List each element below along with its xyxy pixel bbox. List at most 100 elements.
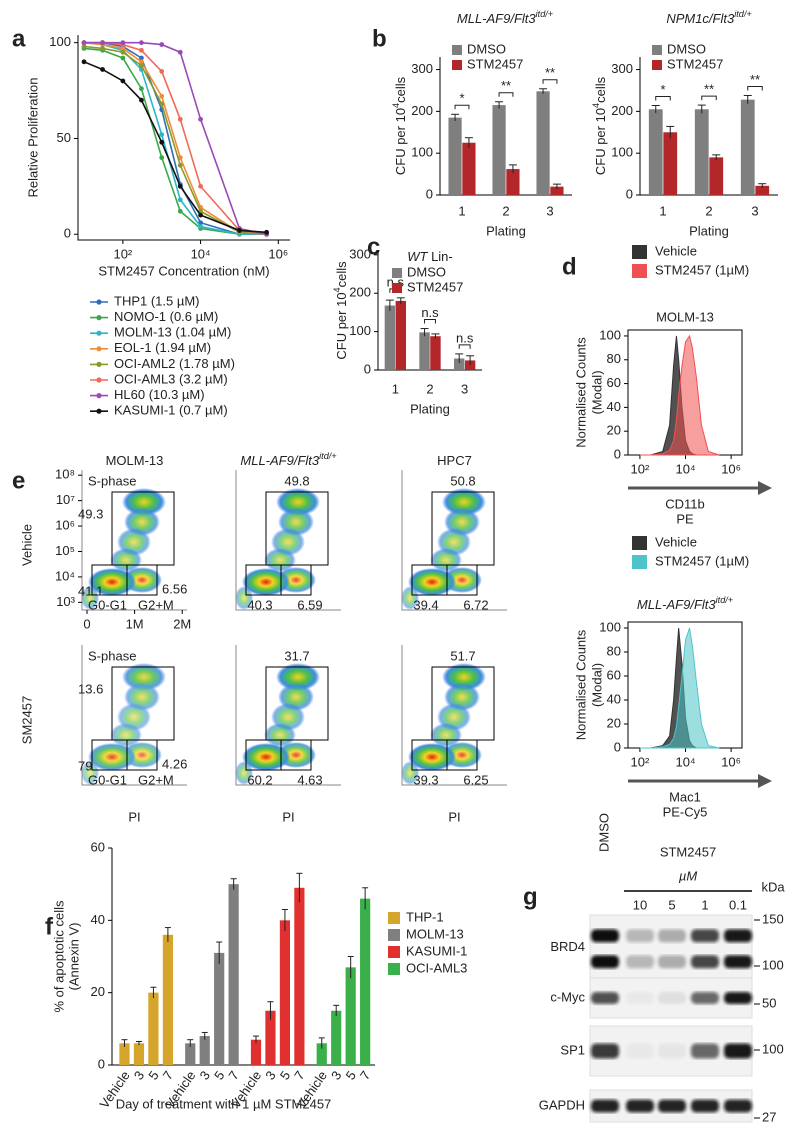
- chart-title: NPM1c/Flt3itd/+: [666, 9, 751, 26]
- size-marker: 100: [762, 1041, 784, 1056]
- legend-label: STM2457: [407, 279, 463, 294]
- legend-label: HL60 (10.3 µM): [114, 387, 205, 402]
- gate-label: S-phase: [88, 473, 136, 488]
- blot-membrane: [589, 914, 753, 981]
- point: [198, 224, 203, 229]
- x-tick-label: 7: [357, 1068, 373, 1083]
- series-line: [83, 41, 267, 236]
- blot-band: [658, 929, 686, 943]
- bar: [536, 91, 550, 195]
- legend-label: DMSO: [407, 264, 446, 279]
- axis: [77, 35, 290, 241]
- chart-title: WT Lin-: [407, 249, 453, 264]
- annotation: *: [660, 82, 665, 97]
- chart-title: MLL-AF9/Flt3itd/+: [457, 9, 553, 26]
- bar: [279, 920, 291, 1065]
- gate-value: 6.59: [297, 597, 322, 612]
- blot-band: [691, 929, 719, 943]
- bar: [265, 1010, 276, 1065]
- x-axis-label: STM2457 Concentration (nM): [98, 263, 269, 278]
- bar: [331, 1010, 342, 1065]
- y-tick-label: 10⁷: [56, 492, 75, 507]
- bar: [648, 109, 663, 195]
- y-tick-label: 200: [349, 285, 371, 300]
- gate-value: 51.7: [450, 648, 475, 663]
- blot-band: [658, 1043, 686, 1059]
- blot-band: [724, 1043, 752, 1059]
- blot-band: [591, 1099, 619, 1113]
- blot-band: [724, 955, 752, 969]
- x-tick-label: 1: [392, 381, 399, 396]
- point: [159, 101, 165, 107]
- x-tick-label: 5: [145, 1068, 161, 1083]
- x-tick-label: 5: [277, 1068, 293, 1083]
- point: [120, 49, 126, 55]
- blot-band: [658, 1099, 686, 1113]
- bracket: [701, 95, 717, 101]
- column-title-part: itd/+: [319, 451, 336, 461]
- protein-label: BRD4: [550, 939, 585, 954]
- annotation: **: [545, 65, 555, 80]
- x-tick-label: 2: [426, 381, 433, 396]
- point: [177, 208, 183, 214]
- x-tick-label: 10²: [631, 461, 650, 476]
- y-tick-label: 0: [364, 361, 371, 376]
- y-tick-label: 10⁵: [55, 543, 75, 558]
- x-tick-label: 10⁶: [268, 246, 288, 261]
- x-axis-label: PI: [448, 809, 460, 824]
- blot-band: [691, 955, 719, 969]
- bracket: [458, 344, 471, 349]
- point: [177, 183, 183, 189]
- gate-value: 6.25: [463, 772, 488, 787]
- bracket: [454, 104, 470, 110]
- legend-label: KASUMI-1 (0.7 µM): [114, 403, 228, 418]
- bar: [360, 898, 371, 1065]
- column-title-part: MOLM-13: [106, 453, 164, 468]
- blot-band: [626, 1043, 654, 1059]
- y-axis-label: Normalised Counts: [573, 629, 588, 740]
- blot-band: [724, 992, 752, 1004]
- x-tick-label: 3: [546, 203, 553, 218]
- chart-title-part: itd/+: [716, 595, 733, 605]
- point: [159, 69, 165, 74]
- y-tick-label: 60: [607, 667, 621, 682]
- x-axis-label: Plating: [689, 223, 729, 238]
- protein-label: SP1: [560, 1042, 585, 1057]
- point: [100, 67, 105, 72]
- bar: [506, 169, 520, 195]
- y-tick-label: 100: [49, 34, 71, 49]
- bar: [550, 186, 564, 195]
- gate-value: 4.63: [297, 772, 322, 787]
- x-tick-label: 3: [328, 1068, 344, 1083]
- bar: [740, 99, 755, 195]
- chart-title-part: Lin-: [427, 249, 452, 264]
- size-marker: 50: [762, 995, 776, 1010]
- blot-band: [658, 955, 686, 969]
- column-title: HPC7: [437, 453, 472, 468]
- legend-swatch: [388, 963, 400, 975]
- point: [120, 55, 126, 61]
- point: [159, 132, 165, 138]
- x-tick-label: 7: [160, 1068, 176, 1083]
- y-axis-label-part: CFU per 10: [593, 108, 608, 175]
- x-axis-label: PI: [282, 809, 294, 824]
- annotation: **: [704, 82, 714, 97]
- bar: [755, 185, 770, 195]
- legend-label: OCI-AML2 (1.78 µM): [114, 356, 235, 371]
- chart-title: MOLM-13: [656, 309, 714, 324]
- protein-label: c-Myc: [550, 989, 585, 1004]
- bar: [464, 360, 476, 370]
- y-axis-label-part: CFU per 10: [393, 108, 408, 175]
- y-tick-label: 0: [614, 446, 621, 461]
- row-label: Vehicle: [19, 524, 34, 566]
- blot-band: [658, 992, 686, 1004]
- bracket: [542, 79, 558, 84]
- y-tick-label: 100: [611, 145, 633, 160]
- x-tick-label: 10²: [113, 246, 132, 261]
- y-tick-label: 40: [91, 912, 105, 927]
- y-axis-label-part: cells: [393, 76, 408, 103]
- y-axis-label: (Modal): [589, 663, 604, 707]
- bracket: [498, 92, 514, 97]
- legend-marker: [96, 408, 102, 414]
- x-tick-label: 2: [705, 203, 712, 218]
